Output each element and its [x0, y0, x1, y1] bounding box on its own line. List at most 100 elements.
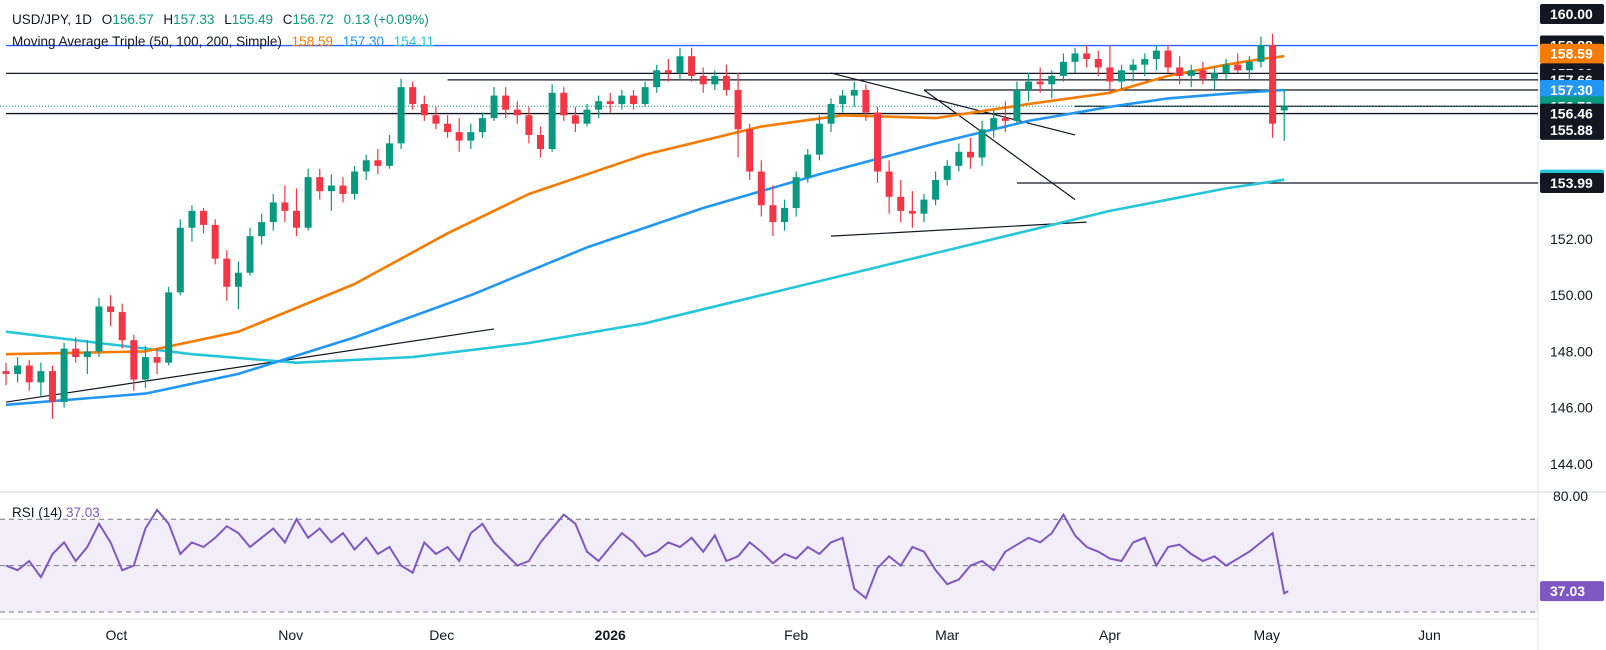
candle-body: [862, 89, 870, 113]
candle: [211, 219, 219, 265]
candle: [1269, 33, 1277, 138]
candle: [1036, 67, 1044, 93]
candle: [850, 81, 858, 107]
candle: [502, 87, 510, 119]
candle-body: [746, 129, 754, 172]
price-label-5: 157.30: [1540, 79, 1604, 100]
candle: [25, 359, 33, 391]
candle-body: [478, 118, 486, 133]
candle: [118, 303, 126, 349]
candle-body: [95, 306, 103, 352]
candle: [548, 84, 556, 152]
rsi-value-text: 37.03: [1550, 583, 1585, 599]
candle-body: [920, 199, 928, 214]
candle: [1187, 64, 1195, 88]
candle: [14, 357, 22, 383]
time-tick-label-8: Jun: [1418, 627, 1441, 643]
candle: [200, 208, 208, 234]
candle: [746, 123, 754, 180]
candle-body: [141, 357, 149, 380]
candle: [734, 73, 742, 158]
price-label-text: 156.46: [1550, 106, 1593, 122]
ma-legend: Moving Average Triple (50, 100, 200, Sim…: [12, 34, 440, 49]
candle-body: [711, 75, 719, 85]
candle-body: [1083, 53, 1091, 60]
candle: [990, 109, 998, 138]
open-value: 156.57: [112, 12, 154, 27]
candle-body: [1210, 73, 1218, 79]
candle: [804, 149, 812, 183]
candle-body: [1013, 89, 1021, 121]
candle-body: [804, 154, 812, 178]
candle-body: [1129, 64, 1137, 71]
candle: [467, 123, 475, 150]
time-tick-label-6: Apr: [1099, 627, 1121, 643]
rsi-label[interactable]: RSI (14): [12, 505, 63, 520]
price-tick-label-5: 144.00: [1550, 456, 1593, 472]
candle: [711, 70, 719, 90]
candle: [444, 115, 452, 138]
candle-body: [467, 132, 475, 141]
candle: [72, 337, 80, 363]
candle: [1222, 59, 1230, 79]
candle: [1141, 53, 1149, 76]
candle-body: [990, 118, 998, 130]
candle-body: [48, 371, 56, 403]
candle-body: [966, 151, 974, 158]
candle-body: [444, 123, 452, 133]
candle-body: [688, 56, 696, 76]
candle: [908, 191, 916, 228]
candle: [583, 104, 591, 127]
rsi-legend: RSI (14) 37.03: [12, 505, 100, 520]
candle: [1094, 50, 1102, 76]
price-label-box: [1540, 103, 1604, 124]
candle-body: [769, 205, 777, 223]
candle-body: [130, 340, 138, 380]
price-label-7: 156.46: [1540, 103, 1604, 124]
candle: [83, 340, 91, 374]
candle-body: [699, 75, 707, 85]
candle: [757, 160, 765, 217]
candle: [374, 149, 382, 175]
symbol-label[interactable]: USD/JPY, 1D: [12, 12, 93, 27]
candle: [293, 188, 300, 237]
ma200-value: 154.11: [393, 34, 435, 49]
candle: [688, 47, 696, 82]
candle-body: [664, 70, 672, 74]
candle: [316, 168, 324, 200]
candle-body: [304, 177, 312, 228]
candle: [606, 92, 614, 113]
candle: [130, 334, 138, 391]
candle: [490, 87, 498, 121]
price-tick-label-4: 146.00: [1550, 400, 1593, 416]
candle-body: [211, 224, 219, 259]
candle: [1257, 36, 1265, 68]
candle-body: [583, 109, 591, 124]
price-label-box: [1540, 4, 1604, 25]
candle: [862, 84, 870, 121]
candle: [537, 126, 545, 158]
candle-body: [885, 171, 893, 197]
open-label: O: [101, 12, 113, 27]
candle-body: [14, 365, 22, 374]
price-label-text: 160.00: [1550, 6, 1593, 22]
ma-label[interactable]: Moving Average Triple (50, 100, 200, Sim…: [12, 34, 282, 49]
candle: [1001, 101, 1009, 133]
time-tick-label-5: Mar: [935, 627, 959, 643]
candle-body: [409, 87, 417, 105]
candle-body: [653, 70, 661, 88]
candle: [397, 78, 405, 150]
high-label: H: [163, 12, 174, 27]
candle-body: [153, 357, 161, 363]
candle: [1071, 47, 1079, 74]
candle: [141, 345, 149, 388]
rsi-value: 37.03: [66, 505, 100, 520]
candle: [258, 213, 266, 245]
candle: [37, 362, 45, 397]
candle: [1199, 61, 1207, 85]
candle-body: [351, 171, 359, 194]
high-value: 157.33: [173, 12, 215, 27]
candle-body: [1222, 64, 1230, 74]
candle-body: [165, 292, 173, 363]
candle-body: [513, 109, 521, 116]
